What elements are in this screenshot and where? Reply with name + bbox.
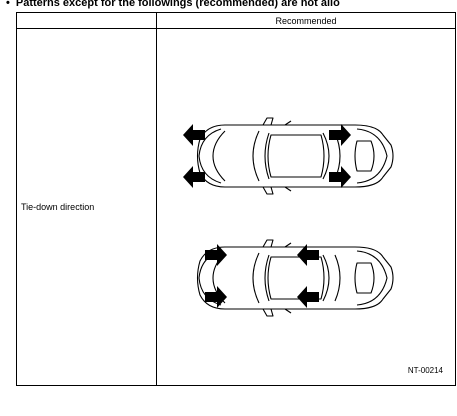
header-empty-cell (16, 12, 157, 29)
heading-bullet: • (6, 0, 10, 9)
arrow-upper-front-right-icon (183, 166, 205, 188)
figure-cell: NT-00214 (156, 28, 456, 386)
heading-text: Patterns except for the followings (reco… (15, 0, 340, 9)
row-label-tie-down-direction: Tie-down direction (16, 28, 157, 386)
tie-down-figure (183, 117, 394, 317)
figure-code: NT-00214 (407, 366, 443, 375)
arrow-upper-front-left-icon (183, 124, 205, 146)
tie-down-table: Recommended Tie-down direction (16, 12, 456, 386)
arrow-lower-rear-right-icon (297, 286, 319, 308)
arrow-upper-rear-right-icon (329, 166, 351, 188)
column-header-recommended: Recommended (156, 12, 456, 29)
vehicle-lower (196, 239, 394, 317)
tie-down-row: Tie-down direction (16, 28, 456, 386)
arrow-upper-rear-left-icon (329, 124, 351, 146)
heading: • Patterns except for the followings (rec… (6, 0, 340, 9)
vehicle-upper (196, 117, 394, 195)
header-row: Recommended (16, 12, 456, 29)
